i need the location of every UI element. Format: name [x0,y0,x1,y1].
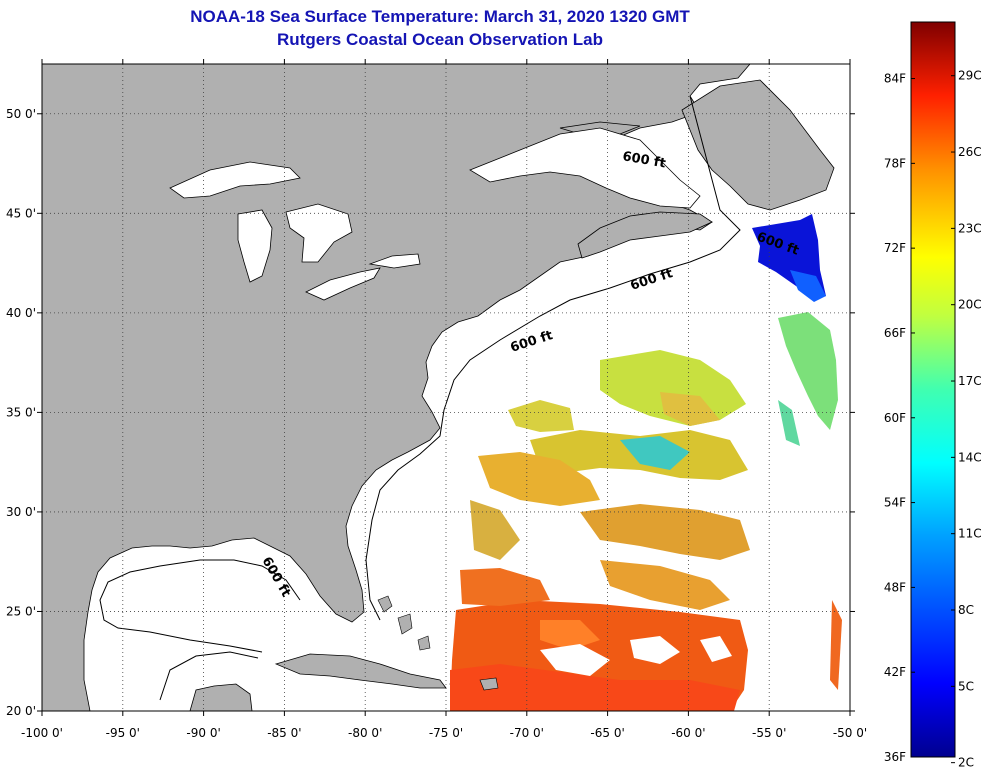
land-newfoundland [681,79,835,211]
sst-data-layer [450,214,842,711]
lat-label: 30 0' [6,505,36,519]
colorbar-c-label: 17C [958,374,982,388]
land-yucatan [189,683,253,711]
contour-600ft-gulf-south [159,651,259,701]
lake-huron [285,203,353,263]
colorbar-fahrenheit-labels: 84F 78F 72F 66F 60F 54F 48F 42F 36F [884,72,915,764]
lon-label: -90 0' [186,726,220,740]
longitude-labels: -100 0' -95 0' -90 0' -85 0' -80 0' -75 0' -70… [21,726,867,740]
colorbar-celsius-labels: 29C 26C 23C 20C 17C 14C 11C 8C 5C 2C [951,69,982,770]
lon-label: -100 0' [21,726,63,740]
colorbar-c-label: 26C [958,145,982,159]
lat-label: 25 0' [6,604,36,618]
contour-label-gulf-stlawrence: 600 ft [621,149,666,171]
lake-michigan [237,209,273,283]
land-puerto-rico [479,677,499,691]
map-subtitle: Rutgers Coastal Ocean Observation Lab [277,30,603,49]
colorbar-c-label: 23C [958,221,982,235]
colorbar-f-label: 78F [884,156,906,170]
lake-erie [305,267,381,301]
contour-600ft-gulf [99,559,301,653]
lat-label: 50 0' [6,107,36,121]
colorbar-f-label: 48F [884,580,906,594]
colorbar-c-label: 8C [958,603,974,617]
colorbar-c-label: 2C [958,756,974,770]
land-nova-scotia [577,211,713,259]
lat-label: 35 0' [6,405,36,419]
colorbar-f-label: 84F [884,72,906,86]
lake-superior [169,161,301,199]
lon-label: -75 0' [429,726,463,740]
lon-label: -60 0' [671,726,705,740]
gulf-st-lawrence [469,127,701,209]
contour-600ft-atlantic [365,95,741,621]
colorbar-c-label: 11C [958,527,982,541]
lat-label: 40 0' [6,306,36,320]
lon-label: -85 0' [267,726,301,740]
map-title: NOAA-18 Sea Surface Temperature: March 3… [190,7,690,26]
latitude-labels: 20 0' 25 0' 30 0' 35 0' 40 0' 45 0' 50 0' [6,107,36,718]
lon-label: -80 0' [348,726,382,740]
land-bahamas [377,595,431,651]
lake-ontario [368,253,421,269]
colorbar-f-label: 54F [884,496,906,510]
colorbar-c-label: 29C [958,69,982,83]
lon-label: -50 0' [833,726,867,740]
colorbar-c-label: 5C [958,679,974,693]
colorbar-f-label: 72F [884,241,906,255]
colorbar [910,21,956,758]
lon-label: -70 0' [510,726,544,740]
lat-label: 20 0' [6,704,36,718]
colorbar-c-label: 14C [958,450,982,464]
colorbar-f-label: 42F [884,665,906,679]
lon-label: -65 0' [590,726,624,740]
colorbar-f-label: 36F [884,750,906,764]
lon-label: -55 0' [752,726,786,740]
colorbar-f-label: 66F [884,326,906,340]
colorbar-f-label: 60F [884,411,906,425]
axis-ticks [37,59,855,716]
lat-lon-grid [42,64,850,711]
lat-label: 45 0' [6,206,36,220]
colorbar-c-label: 20C [958,298,982,312]
lon-label: -95 0' [106,726,140,740]
